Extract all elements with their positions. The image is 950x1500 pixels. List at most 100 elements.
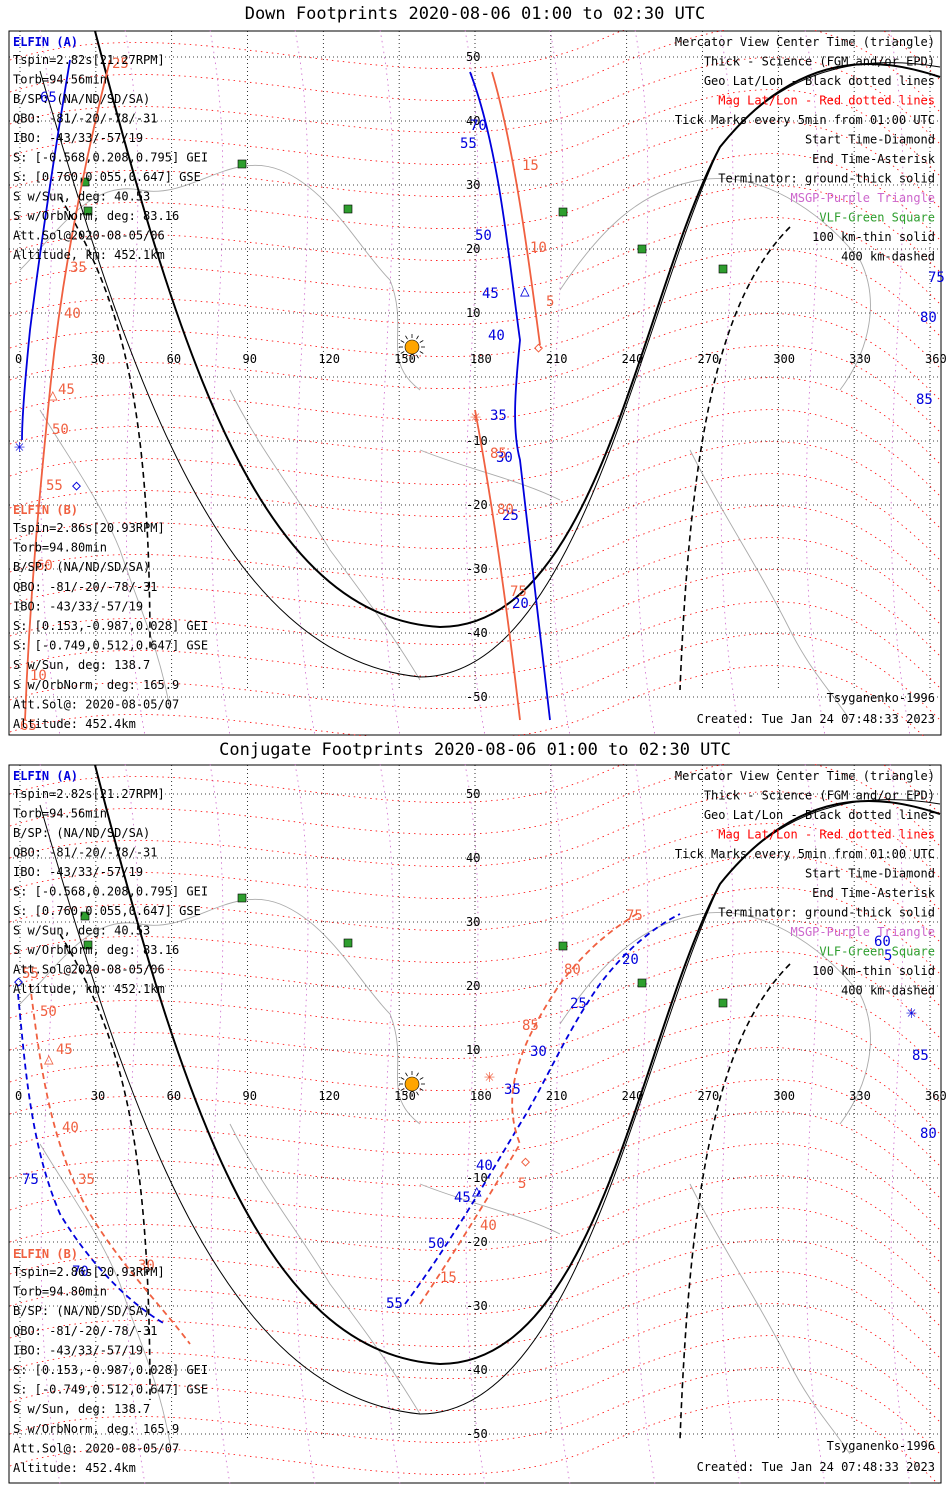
elfin-a-time-tick: 35 [490, 408, 507, 424]
elfin-b-track [24, 59, 111, 721]
lat-tick-label: -10 [466, 1171, 488, 1185]
legend-line: MSGP-Purple Triangle [791, 925, 936, 939]
elfin-b-time-tick: 15 [440, 1270, 457, 1286]
legend-line: Terminator: ground-thick solid [718, 906, 935, 920]
sun-ray [419, 1077, 424, 1080]
legend-line: Mag Lat/Lon - Red dotted lines [718, 828, 935, 842]
elfin-b-time-tick: 55 [46, 478, 63, 494]
legend-line: Mag Lat/Lon - Red dotted lines [718, 94, 935, 108]
elfin-a-time-tick: 40 [488, 328, 505, 344]
end-asterisk: ✳ [470, 406, 481, 427]
elfin-a-time-tick: 55 [386, 1296, 403, 1312]
legend-line: End Time-Asterisk [812, 152, 936, 166]
coastline [559, 178, 871, 391]
lat-tick-label: 30 [466, 915, 480, 929]
lon-tick-label: 60 [167, 352, 181, 366]
elfin-b-info-line: S: [-0.749,0.512,0.647] GSE [13, 639, 208, 653]
lon-tick-label: 30 [91, 1089, 105, 1103]
elfin-a-info-line: Torb=94.56min [13, 807, 107, 821]
elfin-a-info-line: Altitude, km: 452.1km [13, 248, 165, 262]
lat-tick-label: 50 [466, 50, 480, 64]
legend-line: Tick Marks every 5min from 01:00 UTC [675, 113, 935, 127]
elfin-b-view-center-triangle: △ [44, 1049, 54, 1068]
elfin-a-time-tick: 65 [40, 90, 57, 106]
legend-line: Thick - Science (FGM and/or EPD) [704, 55, 935, 69]
sun-ray [419, 1088, 424, 1091]
elfin-b-time-tick: 55 [22, 966, 39, 982]
elfin-b-track [419, 911, 641, 1305]
legend-line: Geo Lat/Lon - Black dotted lines [704, 808, 935, 822]
mag-lon-line [379, 764, 401, 1484]
elfin-b-time-tick: 5 [546, 294, 554, 310]
vlf-station-square [718, 264, 728, 274]
lat-tick-label: 10 [466, 1043, 480, 1057]
elfin-b-info-line: IBO: -43/33/-57/19 [13, 1343, 143, 1357]
elfin-a-track [469, 71, 551, 721]
elfin-b-time-tick: 40 [64, 306, 81, 322]
lon-tick-label: 210 [546, 1089, 568, 1103]
start-diamond: ◇ [534, 338, 543, 356]
sun-ray [400, 340, 405, 343]
footprint-400km-line [679, 963, 791, 1441]
mag-lon-line [634, 764, 656, 1484]
start-diamond: ◇ [72, 476, 81, 494]
end-asterisk: ✳ [484, 1066, 495, 1087]
lon-tick-label: 240 [622, 352, 644, 366]
elfin-a-info-line: B/SP: (NA/ND/SD/SA) [13, 826, 150, 840]
lat-tick-label: -20 [466, 498, 488, 512]
mag-lon-line [464, 764, 486, 1484]
lat-tick-label: -30 [466, 1299, 488, 1313]
sun-ray [405, 335, 408, 340]
elfin-b-track [491, 71, 541, 346]
lat-tick-label: -50 [466, 690, 488, 704]
lon-tick-label: 60 [167, 1089, 181, 1103]
lat-tick-label: 20 [466, 242, 480, 256]
elfin-b-info-line: Att.Sol@: 2020-08-05/07 [13, 697, 179, 711]
lon-tick-label: 330 [849, 352, 871, 366]
elfin-b-time-tick: 85 [490, 446, 507, 462]
elfin-a-time-tick: 80 [920, 310, 937, 326]
elfin-b-time-tick: 40 [480, 1218, 497, 1234]
lat-tick-label: -40 [466, 626, 488, 640]
legend-line: Start Time-Diamond [805, 133, 935, 147]
coastline [19, 898, 421, 1125]
coastline [559, 912, 871, 1125]
sun-ray [416, 354, 419, 359]
elfin-a-view-center-triangle: △ [472, 1181, 482, 1200]
elfin-a-label: ELFIN (A) [13, 35, 78, 49]
elfin-a-time-tick: 30 [496, 450, 513, 466]
elfin-a-info-line: Att.Sol@2020-08-05/06 [13, 963, 165, 977]
coastline [689, 1183, 851, 1455]
elfin-a-time-tick: 25 [570, 996, 587, 1012]
lon-tick-label: 90 [243, 1089, 257, 1103]
elfin-a-info-line: S w/OrbNorm, deg: 83.16 [13, 209, 179, 223]
elfin-a-info-line: S: [-0.568,0.208,0.795] GEI [13, 151, 208, 165]
vlf-station-square [237, 893, 247, 903]
elfin-b-info-line: S w/Sun, deg: 138.7 [13, 1402, 150, 1416]
elfin-b-time-tick: 80 [564, 962, 581, 978]
elfin-b-info-line: Altitude: 452.4km [13, 1461, 136, 1475]
created-timestamp: Created: Tue Jan 24 07:48:33 2023 [697, 712, 935, 726]
vlf-station-square [83, 940, 93, 950]
vlf-station-square [558, 941, 568, 951]
vlf-station-square [558, 207, 568, 217]
elfin-a-track [21, 59, 71, 441]
legend-line: VLF-Green Square [819, 211, 935, 225]
vlf-station-square [237, 159, 247, 169]
elfin-b-time-tick: 45 [56, 1042, 73, 1058]
vlf-station-square [343, 938, 353, 948]
elfin-b-info-line: Torb=94.80min [13, 1285, 107, 1299]
elfin-a-time-tick: 70 [470, 118, 487, 134]
model-name: Tsyganenko-1996 [827, 691, 935, 705]
lon-tick-label: 300 [773, 1089, 795, 1103]
vlf-station-square [80, 911, 90, 921]
elfin-a-time-tick: 25 [502, 508, 519, 524]
elfin-b-info-line: B/SP: (NA/ND/SD/SA) [13, 560, 150, 574]
elfin-a-info-line: IBO: -43/33/-57/19 [13, 131, 143, 145]
legend-line: 100 km-thin solid [812, 230, 935, 244]
elfin-b-time-tick: 10 [30, 668, 47, 684]
elfin-b-time-tick: 75 [626, 908, 643, 924]
elfin-a-time-tick: 30 [530, 1044, 547, 1060]
sun-ray [416, 1072, 419, 1077]
start-diamond: ◇ [14, 972, 23, 990]
